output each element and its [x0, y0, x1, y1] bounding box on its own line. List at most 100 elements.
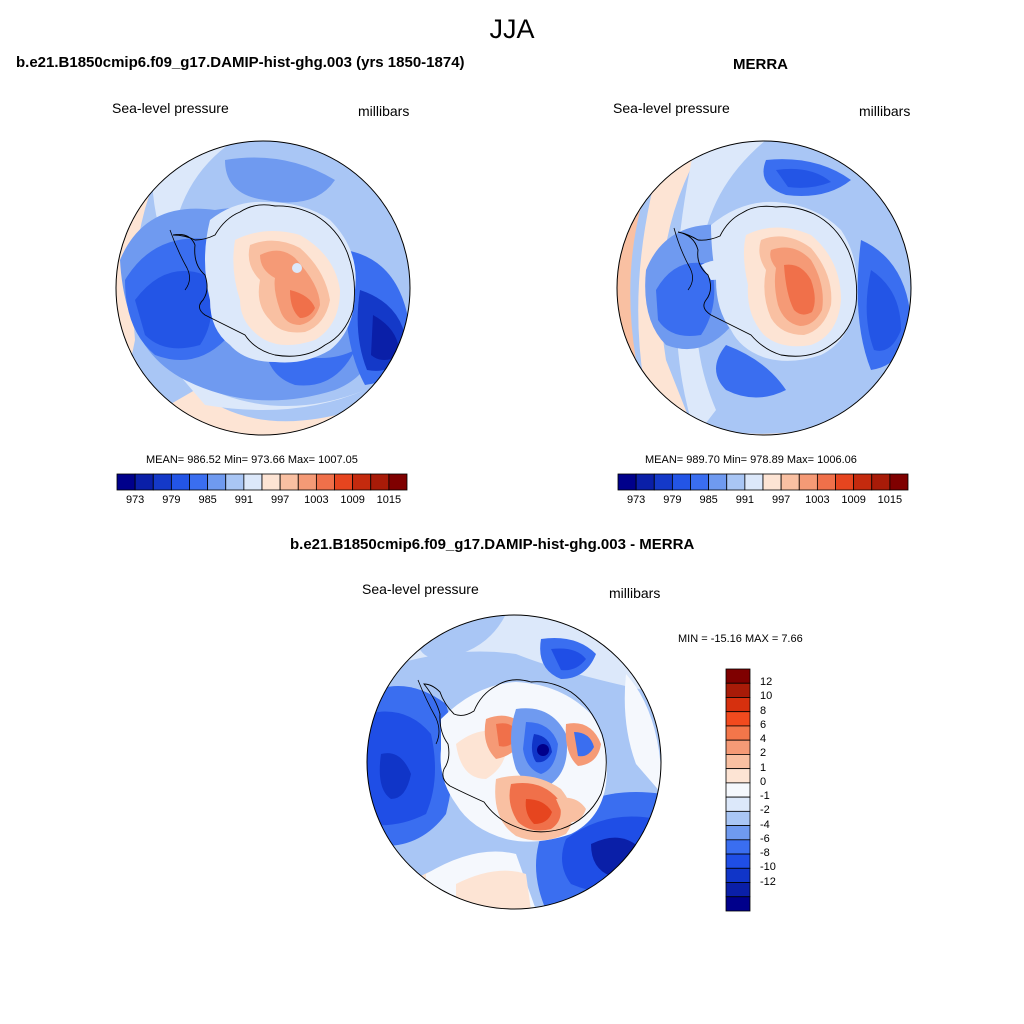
colorbar-swatch: [334, 473, 354, 491]
colorbar-swatch: [243, 473, 263, 491]
colorbar-swatch: [853, 473, 873, 491]
colorbar-tick-label: 997: [270, 494, 290, 506]
colorbar-swatch: [207, 473, 227, 491]
colorbar-tick-label: -2: [760, 804, 770, 817]
colorbar-swatch: [388, 473, 408, 491]
colorbar-tick-label: 1009: [340, 494, 365, 506]
colorbar-tick-label: 997: [771, 494, 791, 506]
colorbar-tick-label: 985: [699, 494, 718, 506]
colorbar-swatch: [725, 739, 751, 755]
obs-variable-label: Sea-level pressure: [613, 100, 730, 116]
colorbar-tick-label: 1015: [877, 494, 903, 506]
colorbar-tick-label: 10: [760, 690, 773, 703]
colorbar-tick-label: 985: [198, 494, 217, 506]
colorbar-tick-label: 973: [125, 494, 145, 506]
colorbar-tick-label: -10: [760, 861, 776, 874]
colorbar-tick-label: 0: [760, 775, 767, 788]
colorbar-swatch: [762, 473, 782, 491]
colorbar-swatch: [152, 473, 172, 491]
colorbar-swatch: [725, 810, 751, 826]
colorbar-tick-label: 979: [162, 494, 181, 506]
colorbar-swatch: [726, 473, 746, 491]
colorbar-tick-label: 4: [760, 733, 767, 746]
colorbar-swatch: [744, 473, 764, 491]
colorbar-swatch: [635, 473, 655, 491]
colorbar-swatch: [261, 473, 281, 491]
colorbar-tick-label: -12: [760, 875, 776, 888]
model-stats: MEAN= 986.52 Min= 973.66 Max= 1007.05: [146, 454, 358, 466]
model-polar-map: [115, 140, 411, 436]
colorbar-swatch: [889, 473, 909, 491]
colorbar-swatch: [725, 882, 751, 898]
diff-colorbar: [725, 668, 751, 912]
colorbar-swatch: [725, 697, 751, 713]
colorbar-swatch: [725, 668, 751, 684]
diff-polar-map: [366, 614, 662, 910]
colorbar-swatch: [725, 754, 751, 770]
colorbar-swatch: [352, 473, 372, 491]
model-panel-title: b.e21.B1850cmip6.f09_g17.DAMIP-hist-ghg.…: [16, 54, 465, 71]
obs-colorbar: [617, 473, 909, 491]
colorbar-swatch: [835, 473, 855, 491]
colorbar-swatch: [279, 473, 299, 491]
colorbar-swatch: [725, 782, 751, 798]
colorbar-swatch: [725, 839, 751, 855]
colorbar-tick-label: -6: [760, 832, 770, 845]
colorbar-swatch: [225, 473, 245, 491]
colorbar-swatch: [725, 825, 751, 841]
colorbar-swatch: [725, 896, 751, 912]
model-colorbar: [116, 473, 408, 491]
colorbar-swatch: [725, 853, 751, 869]
colorbar-tick-label: 979: [663, 494, 682, 506]
obs-stats: MEAN= 989.70 Min= 978.89 Max= 1006.06: [645, 454, 857, 466]
colorbar-tick-label: 973: [626, 494, 646, 506]
colorbar-tick-label: 8: [760, 704, 767, 717]
model-colorbar-ticks: 973 979 985 991 997 1003 1009 1015: [117, 494, 407, 508]
colorbar-swatch: [134, 473, 154, 491]
colorbar-swatch: [725, 768, 751, 784]
colorbar-swatch: [189, 473, 209, 491]
colorbar-tick-label: 1003: [304, 494, 329, 506]
colorbar-tick-label: 1003: [805, 494, 830, 506]
colorbar-swatch: [370, 473, 390, 491]
colorbar-tick-label: 1009: [841, 494, 866, 506]
diff-stats: MIN = -15.16 MAX = 7.66: [678, 633, 803, 645]
colorbar-tick-label: -4: [760, 818, 770, 831]
colorbar-swatch: [116, 473, 136, 491]
colorbar-swatch: [871, 473, 891, 491]
colorbar-swatch: [780, 473, 800, 491]
colorbar-swatch: [725, 796, 751, 812]
obs-panel-title: MERRA: [733, 56, 788, 73]
colorbar-swatch: [708, 473, 728, 491]
colorbar-swatch: [671, 473, 691, 491]
colorbar-tick-label: 1: [760, 761, 767, 774]
colorbar-swatch: [315, 473, 335, 491]
colorbar-swatch: [725, 711, 751, 727]
colorbar-swatch: [725, 867, 751, 883]
obs-polar-map: [616, 140, 912, 436]
colorbar-swatch: [617, 473, 637, 491]
colorbar-tick-label: 2: [760, 747, 767, 760]
obs-units-label: millibars: [859, 103, 911, 119]
model-variable-label: Sea-level pressure: [112, 100, 229, 116]
diff-variable-label: Sea-level pressure: [362, 581, 479, 597]
colorbar-tick-label: 1015: [376, 494, 402, 506]
colorbar-swatch: [297, 473, 317, 491]
colorbar-tick-label: -1: [760, 790, 770, 803]
colorbar-swatch: [653, 473, 673, 491]
colorbar-tick-label: 991: [735, 494, 755, 506]
colorbar-tick-label: 12: [760, 676, 773, 689]
colorbar-swatch: [690, 473, 710, 491]
colorbar-swatch: [725, 725, 751, 741]
colorbar-swatch: [170, 473, 190, 491]
colorbar-swatch: [816, 473, 836, 491]
colorbar-tick-label: -8: [760, 847, 770, 860]
colorbar-tick-label: 6: [760, 718, 767, 731]
diff-units-label: millibars: [609, 585, 661, 601]
colorbar-tick-label: 991: [234, 494, 254, 506]
colorbar-swatch: [798, 473, 818, 491]
colorbar-swatch: [725, 682, 751, 698]
diff-panel-title: b.e21.B1850cmip6.f09_g17.DAMIP-hist-ghg.…: [290, 536, 695, 553]
obs-colorbar-ticks: 973 979 985 991 997 1003 1009 1015: [618, 494, 908, 508]
diff-colorbar-ticks: 12 10 8 6 4 2 1 0 -1 -2 -4 -6 -8 -10 -12: [760, 669, 800, 911]
